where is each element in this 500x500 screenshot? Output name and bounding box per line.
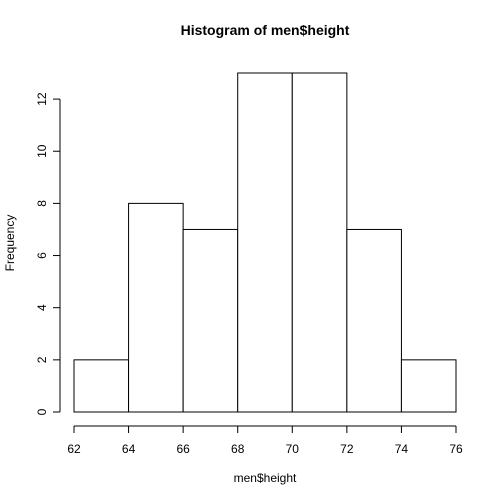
histogram-bar-68-70 xyxy=(237,72,293,413)
x-tick-label-70: 70 xyxy=(286,442,300,456)
x-tick-label-74: 74 xyxy=(395,442,409,456)
x-tick-label-68: 68 xyxy=(231,442,245,456)
x-tick-label-62: 62 xyxy=(67,442,81,456)
x-axis: 62 64 66 68 70 72 74 76 xyxy=(67,425,463,456)
y-tick-label-10: 10 xyxy=(35,144,49,158)
histogram-bar-62-64 xyxy=(73,359,130,413)
y-tick-label-8: 8 xyxy=(35,200,49,207)
y-axis: 0 2 4 6 8 10 12 xyxy=(35,92,61,415)
y-tick-label-12: 12 xyxy=(35,92,49,106)
y-tick-label-0: 0 xyxy=(35,408,49,415)
y-tick-label-2: 2 xyxy=(35,356,49,363)
x-tick-label-72: 72 xyxy=(340,442,354,456)
x-tick-label-66: 66 xyxy=(176,442,190,456)
y-axis-label: Frequency xyxy=(3,215,17,272)
y-tick-label-6: 6 xyxy=(35,252,49,259)
histogram-bar-64-66 xyxy=(128,202,184,413)
histogram-bar-72-74 xyxy=(346,228,402,413)
x-tick-label-76: 76 xyxy=(449,442,463,456)
histogram-bar-70-72 xyxy=(291,72,348,413)
bars-group xyxy=(73,72,457,413)
x-axis-label: men$height xyxy=(234,471,297,485)
x-tick-label-64: 64 xyxy=(122,442,136,456)
y-tick-label-4: 4 xyxy=(35,304,49,311)
histogram-bar-66-68 xyxy=(182,228,239,413)
chart-title: Histogram of men$height xyxy=(181,22,350,38)
histogram-bar-74-76 xyxy=(400,359,457,413)
